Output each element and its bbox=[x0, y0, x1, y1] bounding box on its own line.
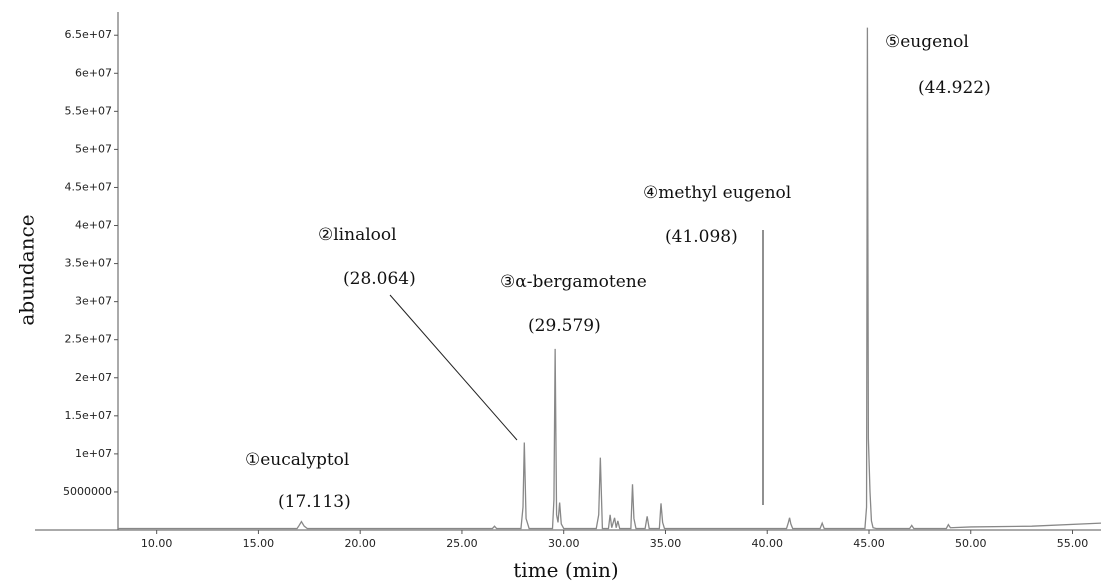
x-tick-label: 50.00 bbox=[955, 537, 987, 550]
peak-time: (28.064) bbox=[343, 269, 416, 289]
y-tick-label: 4e+07 bbox=[75, 219, 112, 232]
x-tick-label: 30.00 bbox=[548, 537, 580, 550]
trace bbox=[118, 27, 1101, 530]
x-tick-label: 55.00 bbox=[1057, 537, 1089, 550]
y-tick-label: 6e+07 bbox=[75, 66, 112, 79]
y-tick-label: 4.5e+07 bbox=[65, 180, 112, 193]
y-tick-label: 2.5e+07 bbox=[65, 333, 112, 346]
y-tick-label: 2e+07 bbox=[75, 371, 112, 384]
x-tick-label: 20.00 bbox=[344, 537, 376, 550]
peak-time: (17.113) bbox=[278, 492, 351, 512]
leader-line bbox=[389, 294, 518, 441]
y-tick-label: 5000000 bbox=[63, 485, 112, 498]
y-tick-label: 5.5e+07 bbox=[65, 104, 112, 117]
peak-label: ①eucalyptol bbox=[245, 450, 349, 470]
x-tick-label: 25.00 bbox=[446, 537, 478, 550]
peak-label: ④methyl eugenol bbox=[643, 183, 791, 203]
peak-time: (29.579) bbox=[528, 316, 601, 336]
y-axis-label: abundance bbox=[15, 214, 39, 325]
y-tick-label: 3e+07 bbox=[75, 295, 112, 308]
x-tick-label: 15.00 bbox=[243, 537, 275, 550]
y-tick-label: 6.5e+07 bbox=[65, 28, 112, 41]
x-tick-label: 10.00 bbox=[141, 537, 173, 550]
peak-label: ②linalool bbox=[318, 225, 397, 245]
x-tick-label: 40.00 bbox=[751, 537, 783, 550]
peak-label: ⑤eugenol bbox=[885, 32, 969, 52]
x-tick-label: 45.00 bbox=[853, 537, 885, 550]
peak-label: ③α-bergamotene bbox=[500, 272, 647, 292]
y-tick-label: 1.5e+07 bbox=[65, 409, 112, 422]
y-tick-label: 1e+07 bbox=[75, 447, 112, 460]
x-axis-label: time (min) bbox=[513, 558, 618, 582]
x-tick-label: 35.00 bbox=[650, 537, 682, 550]
y-tick-label: 5e+07 bbox=[75, 142, 112, 155]
peak-time: (41.098) bbox=[665, 227, 738, 247]
peak-time: (44.922) bbox=[918, 78, 991, 98]
y-tick-label: 3.5e+07 bbox=[65, 257, 112, 270]
